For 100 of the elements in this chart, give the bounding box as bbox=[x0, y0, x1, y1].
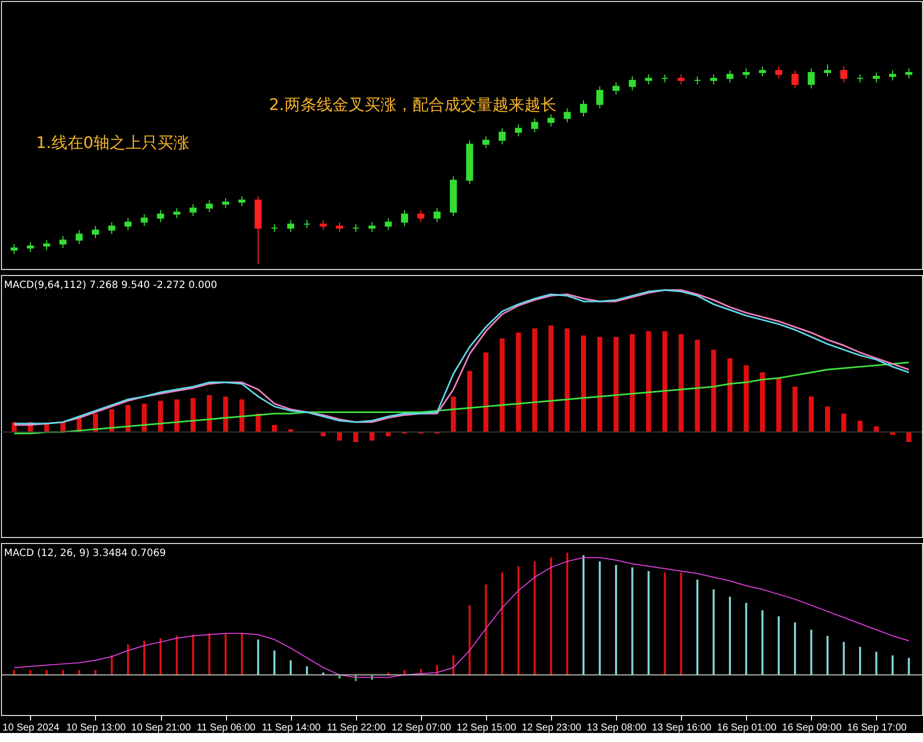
x-tick-label: 12 Sep 15:00 bbox=[456, 722, 517, 734]
bar bbox=[794, 622, 796, 675]
bar bbox=[810, 630, 812, 675]
candlestick bbox=[173, 208, 180, 219]
bar bbox=[548, 326, 554, 432]
bar bbox=[206, 395, 212, 432]
candlestick bbox=[514, 124, 522, 137]
candlestick bbox=[645, 74, 652, 85]
candlestick bbox=[742, 68, 750, 79]
candlestick bbox=[92, 226, 99, 239]
bar bbox=[110, 655, 113, 675]
x-tick-label: 13 Sep 08:00 bbox=[586, 722, 647, 734]
candlestick bbox=[368, 222, 376, 233]
bar bbox=[581, 335, 586, 432]
candlestick bbox=[678, 74, 685, 85]
chart-title: MACD (12, 26, 9) 3.3484 0.7069 bbox=[4, 548, 166, 559]
candlestick bbox=[43, 240, 50, 251]
candlestick bbox=[401, 210, 408, 227]
bar bbox=[564, 328, 570, 432]
x-tick-label: 11 Sep 14:00 bbox=[262, 722, 321, 734]
annotation: 2.两条线金叉买涨，配合成交量越来越长 bbox=[269, 95, 556, 114]
candlestick bbox=[580, 100, 588, 117]
bar bbox=[517, 566, 520, 675]
bar bbox=[842, 642, 845, 675]
bar bbox=[208, 633, 210, 675]
bar bbox=[778, 616, 780, 675]
bar bbox=[728, 596, 731, 675]
candlestick bbox=[10, 244, 18, 255]
candlestick bbox=[531, 118, 538, 133]
bar bbox=[825, 406, 830, 432]
bar bbox=[158, 400, 164, 432]
candlestick bbox=[889, 70, 896, 81]
candlestick bbox=[872, 72, 880, 83]
x-tick-label: 11 Sep 06:00 bbox=[196, 722, 256, 734]
bar bbox=[500, 338, 505, 432]
candlestick bbox=[76, 230, 83, 245]
candlestick bbox=[434, 208, 441, 223]
bar bbox=[712, 589, 715, 675]
x-tick-label: 10 Sep 13:00 bbox=[66, 722, 126, 734]
candlestick bbox=[840, 66, 848, 83]
bar bbox=[290, 660, 292, 675]
candlestick bbox=[498, 128, 506, 145]
bar bbox=[582, 555, 585, 675]
bar bbox=[501, 572, 504, 675]
bar bbox=[516, 332, 521, 432]
bar bbox=[792, 386, 798, 432]
bar bbox=[826, 636, 829, 675]
candlestick bbox=[628, 76, 636, 91]
annotation: 1.线在0轴之上只买涨 bbox=[36, 133, 190, 152]
bar bbox=[696, 580, 698, 675]
bar bbox=[370, 432, 375, 441]
bar bbox=[534, 561, 536, 675]
candlestick bbox=[287, 220, 294, 233]
candlestick bbox=[157, 210, 164, 223]
bar bbox=[598, 561, 601, 675]
bar bbox=[142, 404, 147, 432]
candlestick bbox=[417, 210, 424, 223]
bar bbox=[550, 558, 552, 675]
bar bbox=[615, 564, 618, 675]
bar bbox=[223, 396, 228, 432]
candlestick bbox=[791, 70, 798, 89]
bar bbox=[336, 432, 342, 441]
candlestick bbox=[384, 218, 392, 231]
bar bbox=[484, 584, 487, 675]
x-tick-label: 16 Sep 01:00 bbox=[716, 722, 777, 734]
bar bbox=[694, 340, 700, 432]
x-tick-label: 13 Sep 16:00 bbox=[652, 722, 712, 734]
candlestick bbox=[59, 236, 66, 249]
candlestick bbox=[612, 82, 620, 95]
candlestick bbox=[482, 136, 490, 149]
candlestick bbox=[824, 64, 832, 77]
bar bbox=[859, 646, 862, 675]
candlestick bbox=[775, 66, 782, 79]
bar bbox=[192, 634, 194, 675]
bar bbox=[892, 655, 894, 675]
bar bbox=[631, 567, 634, 675]
bar bbox=[808, 396, 814, 432]
x-tick-label: 16 Sep 09:00 bbox=[782, 722, 842, 734]
bar bbox=[858, 420, 863, 432]
x-tick-label: 16 Sep 17:00 bbox=[847, 722, 908, 734]
bar bbox=[273, 650, 276, 675]
bar bbox=[680, 572, 682, 675]
bar bbox=[126, 405, 131, 432]
candlestick bbox=[808, 68, 815, 89]
bar bbox=[776, 378, 782, 432]
candlestick bbox=[140, 214, 148, 227]
bar bbox=[745, 602, 748, 675]
candlestick bbox=[564, 108, 571, 123]
bar bbox=[160, 638, 162, 675]
bar bbox=[483, 352, 488, 432]
bar bbox=[597, 336, 602, 432]
bar bbox=[711, 350, 716, 432]
bar bbox=[566, 552, 568, 675]
candlestick bbox=[758, 66, 766, 77]
candlestick bbox=[206, 200, 213, 213]
bar bbox=[239, 399, 244, 432]
candlestick bbox=[108, 222, 116, 235]
bar bbox=[761, 610, 764, 675]
bar bbox=[841, 414, 846, 432]
x-tick-label: 10 Sep 2024 bbox=[2, 722, 60, 734]
